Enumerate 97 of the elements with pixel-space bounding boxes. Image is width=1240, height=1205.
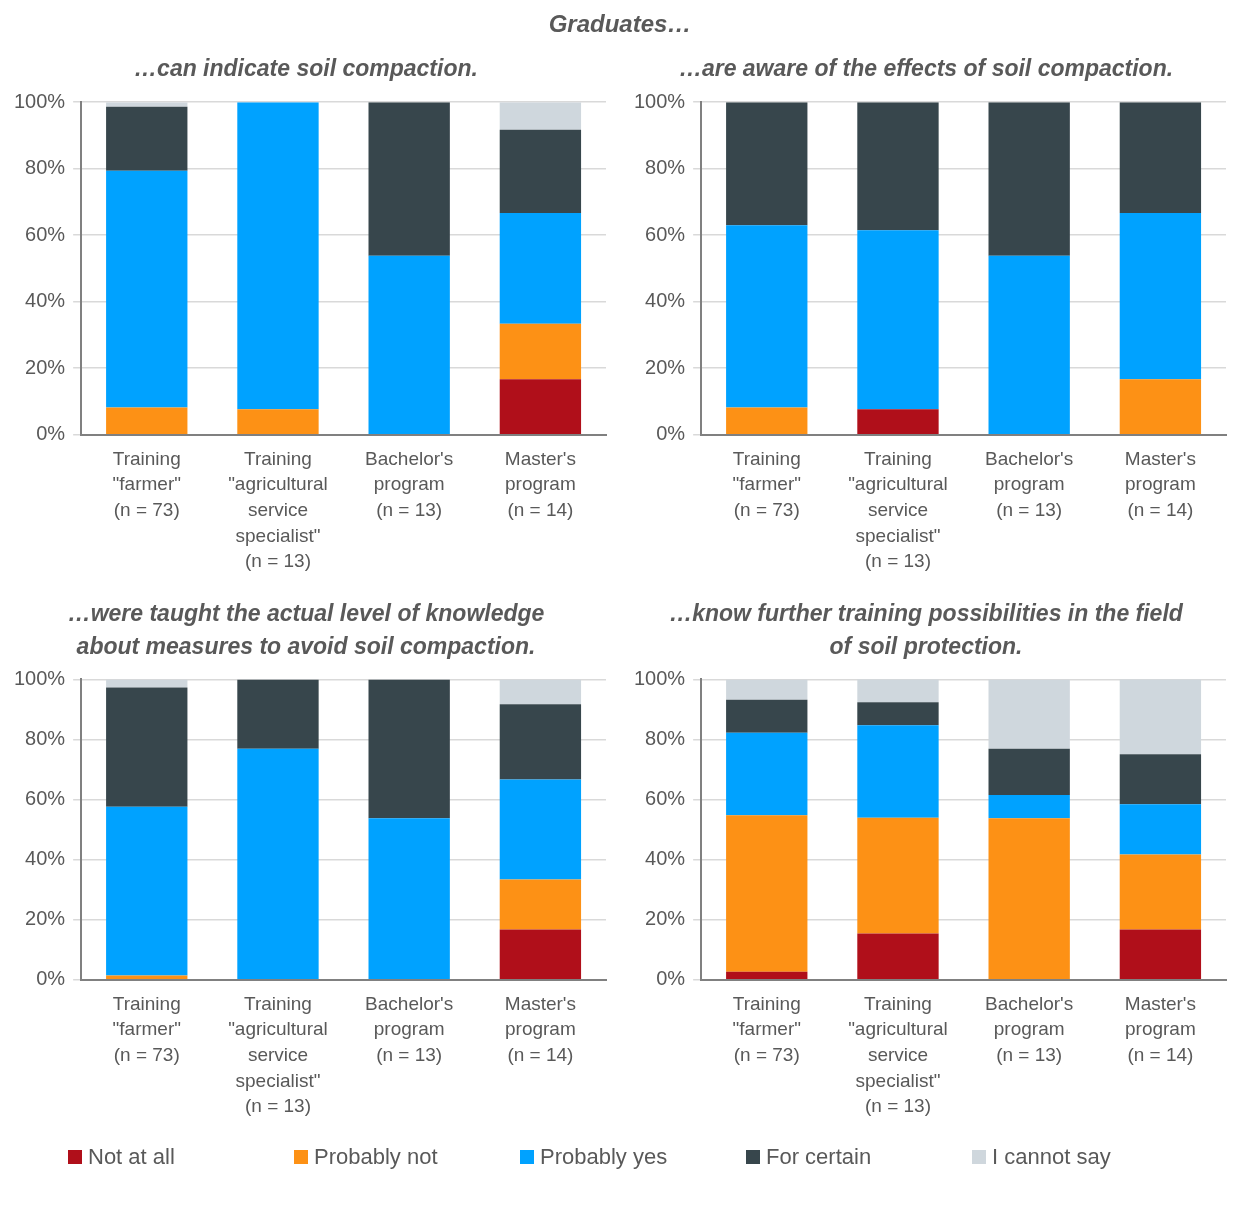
bar [1119, 754, 1202, 805]
y-tick-label: 60% [645, 787, 686, 810]
bar [857, 817, 939, 934]
x-tick-label: Bachelor's program (n = 13) [985, 992, 1074, 1066]
bar [368, 102, 450, 256]
y-tick-label: 80% [645, 726, 686, 749]
bar [499, 129, 582, 213]
bar [726, 225, 808, 408]
legend-label: For certain [766, 1144, 872, 1170]
x-tick-label: Training "agricultural service specialist" (n = 13) [228, 992, 328, 1117]
x-tick-label: Master's program (n = 14) [504, 447, 576, 521]
bar [499, 929, 582, 979]
bar [1119, 804, 1202, 855]
bar [857, 102, 939, 231]
y-tick-label: 100% [634, 666, 686, 689]
y-tick-label: 20% [645, 355, 686, 378]
y-tick-label: 80% [25, 726, 66, 749]
bar [857, 725, 939, 818]
y-tick-label: 0% [656, 967, 686, 990]
bar [857, 409, 939, 434]
bar [857, 230, 939, 410]
bar [1119, 854, 1202, 930]
x-tick-label: Training "farmer" (n = 73) [732, 992, 801, 1066]
x-tick-label: Master's program (n = 14) [1124, 992, 1196, 1066]
bar [237, 679, 319, 749]
x-tick-label: Master's program (n = 14) [1124, 447, 1196, 521]
bar [726, 699, 808, 733]
bar [988, 255, 1070, 434]
x-tick-label: Training "farmer" (n = 73) [112, 992, 181, 1066]
legend-label: Probably not [314, 1144, 438, 1170]
bar [1119, 929, 1202, 979]
bar [106, 687, 188, 807]
x-tick-label: Training "agricultural service specialist" (n = 13) [228, 447, 328, 572]
bar [1119, 379, 1202, 434]
text: Graduates… [547, 10, 693, 38]
legend-label: Not at all [88, 1144, 175, 1170]
bar [368, 255, 450, 434]
bar [726, 407, 808, 434]
x-tick-label: Bachelor's program (n = 13) [985, 447, 1074, 521]
y-tick-label: 0% [36, 967, 66, 990]
y-tick-label: 40% [645, 847, 686, 870]
bar [988, 818, 1070, 979]
bar [857, 702, 939, 726]
y-tick-label: 100% [634, 89, 686, 112]
bar [237, 102, 319, 410]
bar [499, 879, 582, 930]
y-tick-label: 60% [645, 222, 686, 245]
bar [988, 102, 1070, 256]
bar [1119, 212, 1202, 380]
x-tick-label: Training "farmer" (n = 73) [732, 447, 801, 521]
y-tick-label: 20% [25, 355, 66, 378]
y-tick-label: 20% [25, 907, 66, 930]
x-tick-label: Training "agricultural service specialist" (n = 13) [848, 447, 948, 572]
bar [857, 933, 939, 979]
chart-title: …know further training possibilities in the field of soil protection. [669, 600, 1184, 659]
bar [237, 409, 319, 434]
bar [726, 102, 808, 226]
x-tick-label: Bachelor's program (n = 13) [365, 992, 454, 1066]
y-tick-label: 100% [14, 666, 66, 689]
y-tick-label: 0% [656, 422, 686, 445]
bar [499, 779, 582, 880]
bar [726, 732, 808, 816]
bar [499, 704, 582, 780]
x-tick-label: Bachelor's program (n = 13) [365, 447, 454, 521]
x-tick-label: Training "farmer" (n = 73) [112, 447, 181, 521]
y-tick-label: 0% [36, 422, 66, 445]
y-tick-label: 100% [14, 89, 66, 112]
bar [106, 170, 188, 408]
bar [106, 407, 188, 434]
y-tick-label: 40% [25, 847, 66, 870]
bar [106, 806, 188, 976]
legend-label: I cannot say [992, 1144, 1111, 1170]
bar [988, 795, 1070, 819]
bar [499, 379, 582, 434]
y-tick-label: 60% [25, 222, 66, 245]
bar [237, 748, 319, 979]
bar [988, 748, 1070, 796]
y-tick-label: 60% [25, 787, 66, 810]
bar [499, 323, 582, 380]
bar [726, 815, 808, 972]
chart-title: …are aware of the effects of soil compaction. [678, 55, 1174, 82]
y-tick-label: 80% [645, 156, 686, 179]
y-tick-label: 40% [25, 289, 66, 312]
y-tick-label: 80% [25, 156, 66, 179]
chart-title: …can indicate soil compaction. [134, 55, 478, 82]
x-tick-label: Training "agricultural service specialist" (n = 13) [848, 992, 948, 1117]
bar [726, 971, 808, 979]
bar [368, 818, 450, 979]
bar [368, 679, 450, 819]
bar [106, 106, 188, 171]
legend-label: Probably yes [540, 1144, 668, 1170]
bar [1119, 102, 1202, 213]
y-tick-label: 20% [645, 907, 686, 930]
bar [499, 212, 582, 324]
x-tick-label: Master's program (n = 14) [504, 992, 576, 1066]
y-tick-label: 40% [645, 289, 686, 312]
chart-title: …were taught the actual level of knowledge about measures to avoid soil compaction. [67, 600, 545, 659]
